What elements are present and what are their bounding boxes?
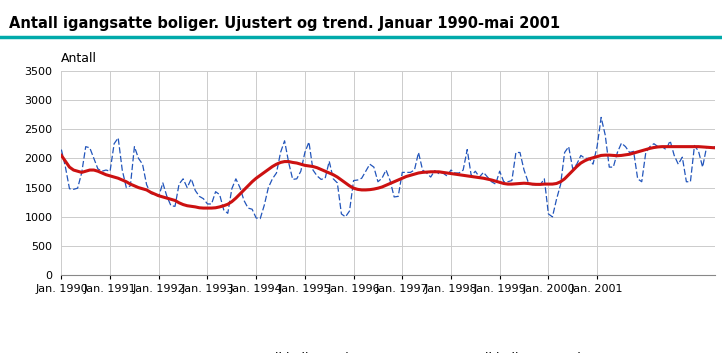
Text: Antall: Antall [61, 52, 97, 65]
Legend: Antall boliger, ujustert, Antall boliger, trend: Antall boliger, ujustert, Antall boliger… [190, 347, 586, 353]
Text: Antall igangsatte boliger. Ujustert og trend. Januar 1990-mai 2001: Antall igangsatte boliger. Ujustert og t… [9, 16, 560, 31]
